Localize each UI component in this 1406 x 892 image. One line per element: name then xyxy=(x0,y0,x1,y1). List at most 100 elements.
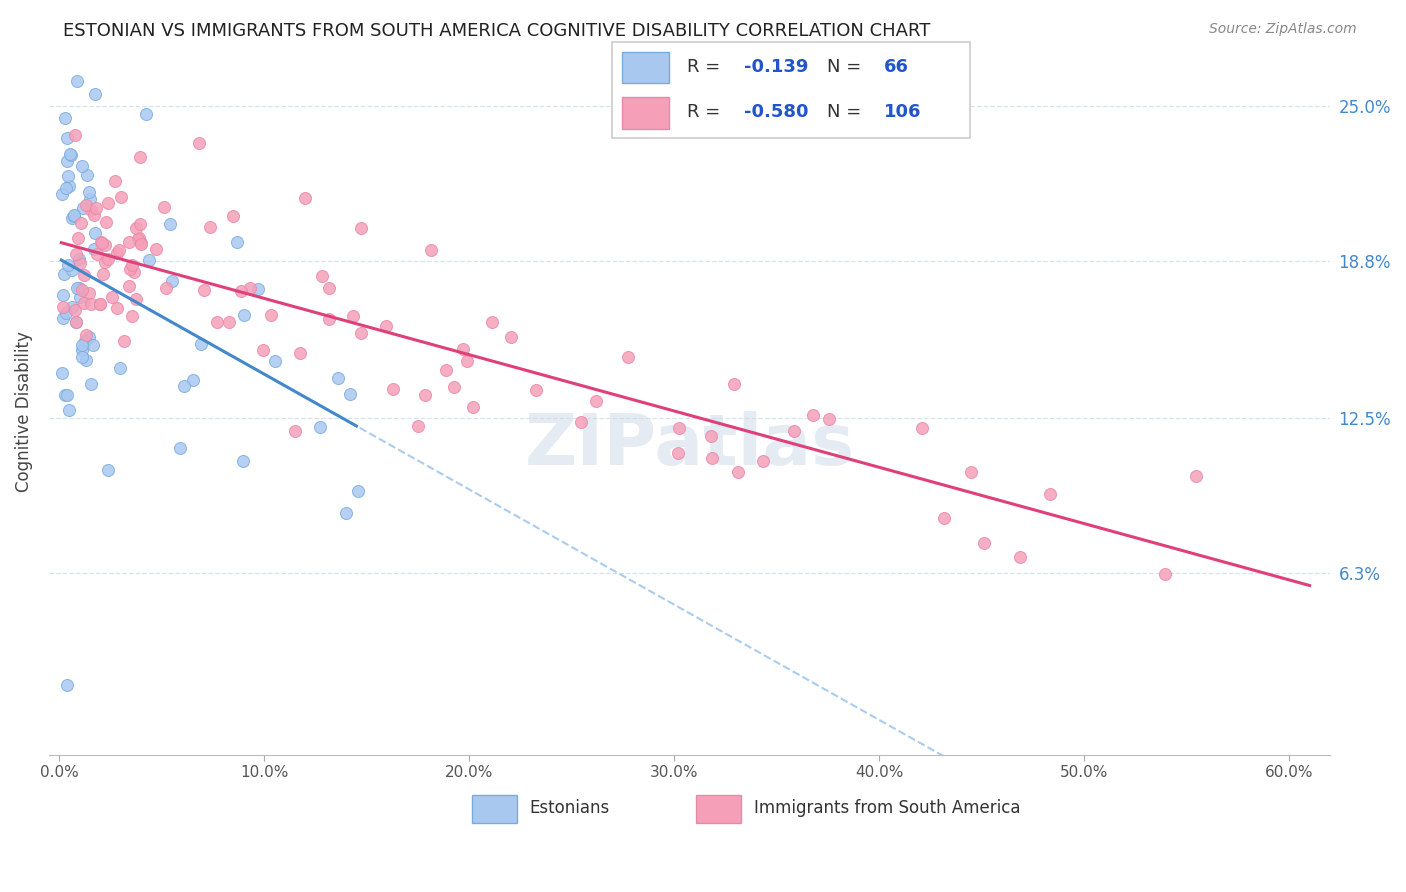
Point xyxy=(585,393,607,408)
Point xyxy=(456,353,478,368)
Point xyxy=(524,384,547,398)
Point xyxy=(52,267,75,281)
Point xyxy=(481,315,503,329)
Point xyxy=(93,238,115,252)
Point xyxy=(91,267,114,281)
Point xyxy=(129,237,152,252)
Point xyxy=(83,208,105,222)
Point xyxy=(193,284,215,298)
Text: -0.139: -0.139 xyxy=(744,58,808,76)
Point xyxy=(67,252,90,267)
Point xyxy=(138,253,160,268)
Point xyxy=(451,342,474,356)
Point xyxy=(125,220,148,235)
Point xyxy=(232,453,254,467)
Point xyxy=(347,483,370,498)
Point xyxy=(128,150,150,164)
Point xyxy=(342,309,364,323)
Point xyxy=(91,236,114,251)
Point xyxy=(169,441,191,455)
Point xyxy=(413,387,436,401)
Point xyxy=(225,235,247,249)
Point xyxy=(1039,487,1062,501)
Point xyxy=(77,285,100,300)
Point xyxy=(105,301,128,315)
Point xyxy=(86,247,108,261)
Point xyxy=(60,263,83,277)
Point xyxy=(463,400,485,414)
Point xyxy=(67,281,90,295)
Text: N =: N = xyxy=(827,103,866,121)
Point xyxy=(53,112,76,126)
Text: -0.580: -0.580 xyxy=(744,103,808,121)
Point xyxy=(122,265,145,279)
Point xyxy=(79,330,101,344)
Point xyxy=(294,191,316,205)
Y-axis label: Cognitive Disability: Cognitive Disability xyxy=(15,331,32,492)
Point xyxy=(350,326,373,340)
FancyBboxPatch shape xyxy=(623,52,669,83)
Point xyxy=(406,419,429,434)
Point xyxy=(817,412,839,426)
Point xyxy=(727,465,749,479)
Point xyxy=(104,174,127,188)
Point xyxy=(160,274,183,288)
Point xyxy=(58,178,80,193)
Point xyxy=(783,424,806,438)
Point xyxy=(70,216,93,230)
Point xyxy=(129,235,152,250)
Point xyxy=(173,379,195,393)
FancyBboxPatch shape xyxy=(472,795,516,823)
Point xyxy=(72,268,94,282)
Point xyxy=(801,409,824,423)
Point xyxy=(101,290,124,304)
Point xyxy=(83,242,105,256)
Text: Estonians: Estonians xyxy=(530,799,610,817)
Point xyxy=(63,208,86,222)
Point xyxy=(55,180,77,194)
Text: 66: 66 xyxy=(884,58,910,76)
Point xyxy=(723,377,745,392)
Point xyxy=(118,261,141,276)
Point xyxy=(55,131,77,145)
Point xyxy=(76,168,98,182)
Point xyxy=(973,535,995,549)
Point xyxy=(80,202,103,217)
Point xyxy=(1154,566,1177,581)
Point xyxy=(318,311,340,326)
FancyBboxPatch shape xyxy=(623,97,669,128)
Point xyxy=(666,446,689,460)
Text: R =: R = xyxy=(688,58,725,76)
Point xyxy=(90,235,112,250)
Point xyxy=(108,361,131,376)
Point xyxy=(1185,468,1208,483)
Point xyxy=(233,308,256,322)
Point xyxy=(80,376,103,391)
Point xyxy=(97,196,120,211)
Point xyxy=(135,106,157,120)
Text: N =: N = xyxy=(827,58,866,76)
Point xyxy=(309,419,332,434)
Point xyxy=(66,281,89,295)
Point xyxy=(239,281,262,295)
Point xyxy=(89,297,111,311)
Point xyxy=(121,258,143,272)
Point xyxy=(110,190,132,204)
Point xyxy=(128,218,150,232)
Point xyxy=(56,678,79,692)
Point xyxy=(84,226,107,240)
Point xyxy=(205,315,228,329)
Text: Source: ZipAtlas.com: Source: ZipAtlas.com xyxy=(1209,22,1357,37)
Point xyxy=(155,281,177,295)
Point xyxy=(65,315,87,329)
Point xyxy=(73,295,96,310)
Point xyxy=(700,429,723,443)
Point xyxy=(159,217,181,231)
Point xyxy=(252,343,274,358)
Point xyxy=(190,337,212,351)
Point xyxy=(108,243,131,257)
Point xyxy=(72,350,94,364)
Point xyxy=(75,198,97,212)
Point xyxy=(79,297,101,311)
Point xyxy=(75,334,97,348)
